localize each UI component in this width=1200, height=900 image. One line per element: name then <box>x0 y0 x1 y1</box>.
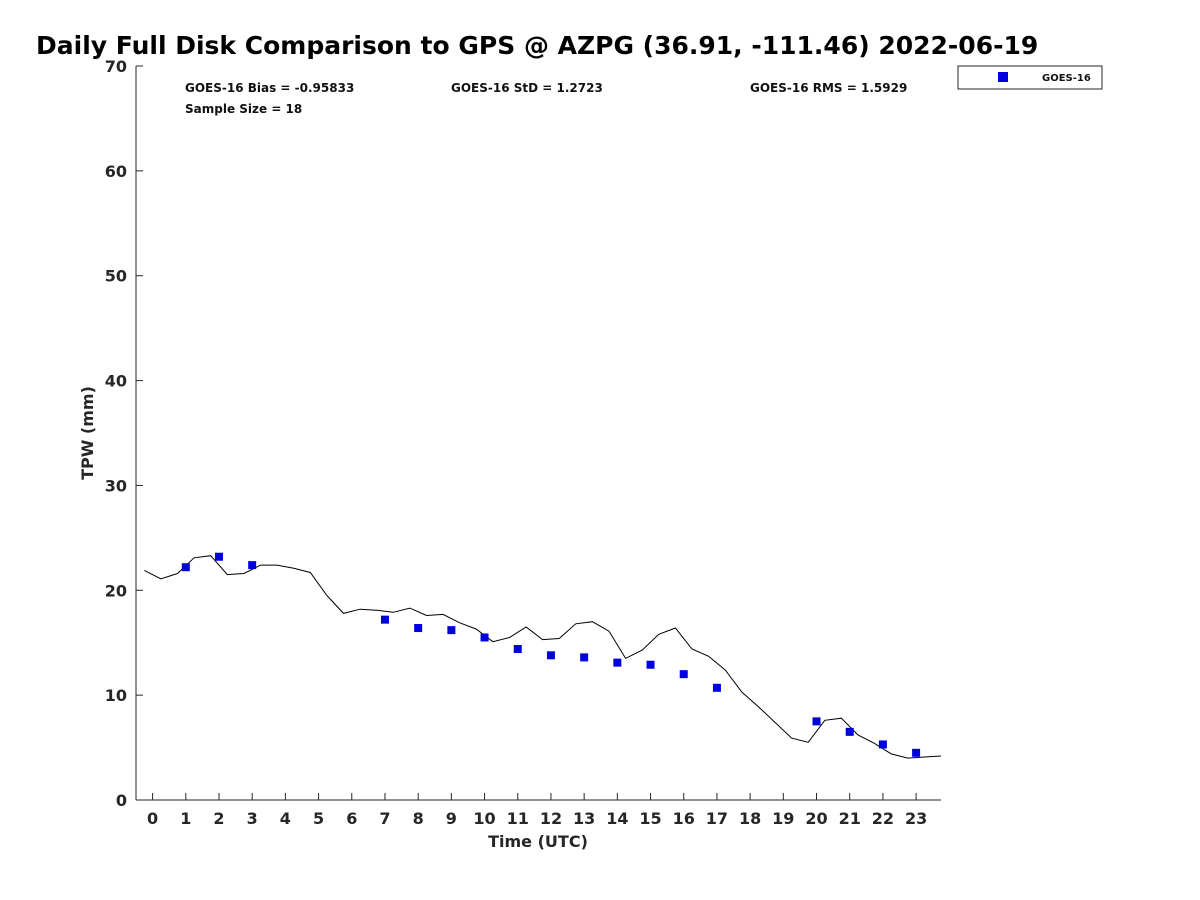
data-point-goes16 <box>679 670 688 679</box>
y-tick-label: 10 <box>105 686 127 705</box>
data-point-goes16 <box>248 561 257 570</box>
x-tick-label: 13 <box>573 809 595 828</box>
y-tick-label: 50 <box>105 267 127 286</box>
y-axis-label: TPW (mm) <box>78 386 97 480</box>
x-tick-label: 7 <box>379 809 390 828</box>
x-ticks: 0 1 2 3 4 5 6 7 8 9 10 11 12 13 14 15 16 17 18 19 20 21 22 23 <box>147 793 927 828</box>
x-tick-label: 20 <box>805 809 827 828</box>
data-point-goes16 <box>613 658 622 667</box>
x-tick-label: 16 <box>673 809 695 828</box>
x-tick-label: 6 <box>346 809 357 828</box>
y-tick-label: 30 <box>105 476 127 495</box>
data-point-goes16 <box>181 563 190 572</box>
x-tick-label: 8 <box>413 809 424 828</box>
data-point-goes16 <box>447 626 456 635</box>
x-tick-label: 22 <box>872 809 894 828</box>
axes <box>135 66 941 801</box>
data-point-goes16 <box>380 615 389 624</box>
series-line-gps <box>144 555 942 759</box>
legend: GOES-16 <box>957 65 1103 90</box>
data-point-goes16 <box>214 552 223 561</box>
y-tick-label: 0 <box>116 791 127 810</box>
x-tick-label: 19 <box>772 809 794 828</box>
x-axis-label: Time (UTC) <box>488 832 588 851</box>
stat-bias: GOES-16 Bias = -0.95833 <box>185 81 354 95</box>
data-point-goes16 <box>513 645 522 654</box>
x-tick-label: 3 <box>247 809 258 828</box>
data-point-goes16 <box>580 653 589 662</box>
x-tick-label: 0 <box>147 809 158 828</box>
x-tick-label: 1 <box>180 809 191 828</box>
data-point-goes16 <box>414 624 423 633</box>
x-tick-label: 21 <box>839 809 861 828</box>
data-point-goes16 <box>546 651 555 660</box>
x-tick-label: 10 <box>473 809 495 828</box>
y-tick-label: 40 <box>105 372 127 391</box>
x-tick-label: 5 <box>313 809 324 828</box>
legend-label-goes16: GOES-16 <box>1042 73 1091 84</box>
stat-sample-size: Sample Size = 18 <box>185 102 302 116</box>
x-tick-label: 18 <box>739 809 761 828</box>
x-tick-label: 4 <box>280 809 291 828</box>
data-point-goes16 <box>878 740 887 749</box>
data-point-goes16 <box>480 633 489 642</box>
data-point-goes16 <box>646 660 655 669</box>
x-tick-label: 14 <box>606 809 628 828</box>
data-point-goes16 <box>712 683 721 692</box>
stat-std: GOES-16 StD = 1.2723 <box>451 81 603 95</box>
data-point-goes16 <box>812 717 821 726</box>
chart-title: Daily Full Disk Comparison to GPS @ AZPG… <box>36 31 1038 60</box>
y-ticks: 0 10 20 30 40 50 60 70 <box>105 57 143 810</box>
legend-box <box>957 65 1103 90</box>
x-tick-label: 15 <box>639 809 661 828</box>
data-point-goes16 <box>912 748 921 757</box>
x-tick-label: 11 <box>507 809 529 828</box>
x-tick-label: 23 <box>905 809 927 828</box>
x-tick-label: 9 <box>446 809 457 828</box>
x-tick-label: 12 <box>540 809 562 828</box>
x-tick-label: 17 <box>706 809 728 828</box>
y-tick-label: 70 <box>105 57 127 76</box>
stat-rms: GOES-16 RMS = 1.5929 <box>750 81 907 95</box>
data-point-goes16 <box>845 727 854 736</box>
y-tick-label: 20 <box>105 581 127 600</box>
plot-area <box>144 552 942 759</box>
y-tick-label: 60 <box>105 162 127 181</box>
legend-marker-goes16 <box>998 72 1008 82</box>
x-tick-label: 2 <box>213 809 224 828</box>
